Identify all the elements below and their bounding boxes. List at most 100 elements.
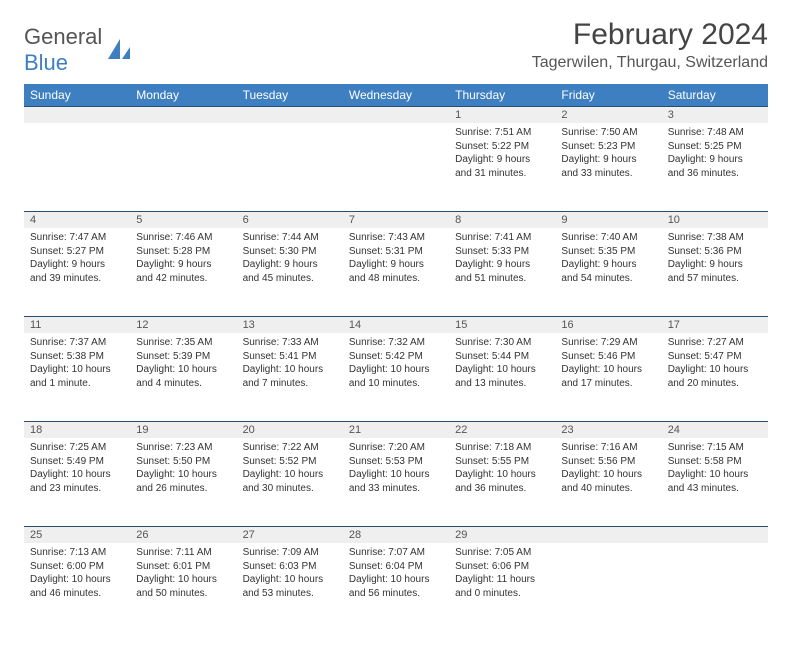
week-row: Sunrise: 7:51 AMSunset: 5:22 PMDaylight:… bbox=[24, 123, 768, 212]
weekday-header: Sunday bbox=[24, 84, 130, 107]
sunset-text: Sunset: 6:06 PM bbox=[455, 560, 549, 574]
day-cell: Sunrise: 7:51 AMSunset: 5:22 PMDaylight:… bbox=[449, 123, 555, 212]
day-cell: Sunrise: 7:11 AMSunset: 6:01 PMDaylight:… bbox=[130, 543, 236, 631]
day-cell: Sunrise: 7:15 AMSunset: 5:58 PMDaylight:… bbox=[662, 438, 768, 527]
daylight-text: Daylight: 10 hours and 56 minutes. bbox=[349, 573, 443, 600]
daylight-text: Daylight: 10 hours and 13 minutes. bbox=[455, 363, 549, 390]
sunset-text: Sunset: 5:44 PM bbox=[455, 350, 549, 364]
sunset-text: Sunset: 6:03 PM bbox=[243, 560, 337, 574]
weekday-header: Friday bbox=[555, 84, 661, 107]
day-cell: Sunrise: 7:22 AMSunset: 5:52 PMDaylight:… bbox=[237, 438, 343, 527]
day-number-cell: 20 bbox=[237, 422, 343, 439]
day-number-cell: 5 bbox=[130, 212, 236, 229]
day-cell: Sunrise: 7:07 AMSunset: 6:04 PMDaylight:… bbox=[343, 543, 449, 631]
weekday-header: Saturday bbox=[662, 84, 768, 107]
sunrise-text: Sunrise: 7:13 AM bbox=[30, 546, 124, 560]
daylight-text: Daylight: 10 hours and 20 minutes. bbox=[668, 363, 762, 390]
daylight-text: Daylight: 10 hours and 30 minutes. bbox=[243, 468, 337, 495]
sunrise-text: Sunrise: 7:32 AM bbox=[349, 336, 443, 350]
daylight-text: Daylight: 9 hours and 57 minutes. bbox=[668, 258, 762, 285]
day-cell: Sunrise: 7:43 AMSunset: 5:31 PMDaylight:… bbox=[343, 228, 449, 317]
sunrise-text: Sunrise: 7:05 AM bbox=[455, 546, 549, 560]
daylight-text: Daylight: 10 hours and 46 minutes. bbox=[30, 573, 124, 600]
daylight-text: Daylight: 10 hours and 26 minutes. bbox=[136, 468, 230, 495]
sunrise-text: Sunrise: 7:46 AM bbox=[136, 231, 230, 245]
daylight-text: Daylight: 9 hours and 42 minutes. bbox=[136, 258, 230, 285]
day-number-cell: 6 bbox=[237, 212, 343, 229]
day-number-cell: 7 bbox=[343, 212, 449, 229]
logo-text-1: General bbox=[24, 24, 102, 49]
logo-text-2: Blue bbox=[24, 50, 68, 75]
sunrise-text: Sunrise: 7:25 AM bbox=[30, 441, 124, 455]
day-number-cell: 10 bbox=[662, 212, 768, 229]
day-cell: Sunrise: 7:44 AMSunset: 5:30 PMDaylight:… bbox=[237, 228, 343, 317]
sunrise-text: Sunrise: 7:29 AM bbox=[561, 336, 655, 350]
week-row: Sunrise: 7:37 AMSunset: 5:38 PMDaylight:… bbox=[24, 333, 768, 422]
sunrise-text: Sunrise: 7:48 AM bbox=[668, 126, 762, 140]
day-number-cell: 12 bbox=[130, 317, 236, 334]
day-number-cell: 15 bbox=[449, 317, 555, 334]
weekday-header: Thursday bbox=[449, 84, 555, 107]
day-number-cell: 23 bbox=[555, 422, 661, 439]
sunrise-text: Sunrise: 7:43 AM bbox=[349, 231, 443, 245]
day-cell: Sunrise: 7:40 AMSunset: 5:35 PMDaylight:… bbox=[555, 228, 661, 317]
day-number-cell: 18 bbox=[24, 422, 130, 439]
sunrise-text: Sunrise: 7:41 AM bbox=[455, 231, 549, 245]
sunrise-text: Sunrise: 7:22 AM bbox=[243, 441, 337, 455]
day-number-cell: 13 bbox=[237, 317, 343, 334]
daylight-text: Daylight: 9 hours and 45 minutes. bbox=[243, 258, 337, 285]
day-number-cell bbox=[24, 107, 130, 124]
day-cell: Sunrise: 7:35 AMSunset: 5:39 PMDaylight:… bbox=[130, 333, 236, 422]
day-number-cell: 29 bbox=[449, 527, 555, 544]
logo-sail-icon bbox=[106, 37, 132, 63]
day-cell: Sunrise: 7:20 AMSunset: 5:53 PMDaylight:… bbox=[343, 438, 449, 527]
day-cell: Sunrise: 7:50 AMSunset: 5:23 PMDaylight:… bbox=[555, 123, 661, 212]
daylight-text: Daylight: 10 hours and 43 minutes. bbox=[668, 468, 762, 495]
day-cell bbox=[130, 123, 236, 212]
week-row: Sunrise: 7:13 AMSunset: 6:00 PMDaylight:… bbox=[24, 543, 768, 631]
sunset-text: Sunset: 5:33 PM bbox=[455, 245, 549, 259]
day-number-cell: 26 bbox=[130, 527, 236, 544]
day-number-cell: 3 bbox=[662, 107, 768, 124]
day-cell: Sunrise: 7:23 AMSunset: 5:50 PMDaylight:… bbox=[130, 438, 236, 527]
day-cell: Sunrise: 7:46 AMSunset: 5:28 PMDaylight:… bbox=[130, 228, 236, 317]
sunrise-text: Sunrise: 7:40 AM bbox=[561, 231, 655, 245]
sunrise-text: Sunrise: 7:35 AM bbox=[136, 336, 230, 350]
daylight-text: Daylight: 10 hours and 10 minutes. bbox=[349, 363, 443, 390]
day-cell: Sunrise: 7:48 AMSunset: 5:25 PMDaylight:… bbox=[662, 123, 768, 212]
day-cell bbox=[24, 123, 130, 212]
sunrise-text: Sunrise: 7:51 AM bbox=[455, 126, 549, 140]
daylight-text: Daylight: 9 hours and 51 minutes. bbox=[455, 258, 549, 285]
day-number-cell: 24 bbox=[662, 422, 768, 439]
sunset-text: Sunset: 5:56 PM bbox=[561, 455, 655, 469]
day-number-row: 18192021222324 bbox=[24, 422, 768, 439]
day-number-row: 2526272829 bbox=[24, 527, 768, 544]
sunrise-text: Sunrise: 7:27 AM bbox=[668, 336, 762, 350]
day-number-row: 123 bbox=[24, 107, 768, 124]
sunset-text: Sunset: 5:49 PM bbox=[30, 455, 124, 469]
day-cell bbox=[343, 123, 449, 212]
day-cell: Sunrise: 7:27 AMSunset: 5:47 PMDaylight:… bbox=[662, 333, 768, 422]
day-cell: Sunrise: 7:32 AMSunset: 5:42 PMDaylight:… bbox=[343, 333, 449, 422]
day-number-cell: 8 bbox=[449, 212, 555, 229]
weekday-header: Wednesday bbox=[343, 84, 449, 107]
logo: General Blue bbox=[24, 18, 132, 76]
week-row: Sunrise: 7:47 AMSunset: 5:27 PMDaylight:… bbox=[24, 228, 768, 317]
sunrise-text: Sunrise: 7:38 AM bbox=[668, 231, 762, 245]
day-number-cell: 17 bbox=[662, 317, 768, 334]
day-number-cell: 28 bbox=[343, 527, 449, 544]
sunset-text: Sunset: 5:38 PM bbox=[30, 350, 124, 364]
sunrise-text: Sunrise: 7:44 AM bbox=[243, 231, 337, 245]
daylight-text: Daylight: 10 hours and 4 minutes. bbox=[136, 363, 230, 390]
day-cell: Sunrise: 7:47 AMSunset: 5:27 PMDaylight:… bbox=[24, 228, 130, 317]
sunset-text: Sunset: 5:23 PM bbox=[561, 140, 655, 154]
day-number-cell: 19 bbox=[130, 422, 236, 439]
day-number-row: 45678910 bbox=[24, 212, 768, 229]
sunrise-text: Sunrise: 7:18 AM bbox=[455, 441, 549, 455]
day-number-cell: 21 bbox=[343, 422, 449, 439]
sunset-text: Sunset: 6:00 PM bbox=[30, 560, 124, 574]
day-cell: Sunrise: 7:30 AMSunset: 5:44 PMDaylight:… bbox=[449, 333, 555, 422]
day-number-cell bbox=[130, 107, 236, 124]
sunset-text: Sunset: 5:22 PM bbox=[455, 140, 549, 154]
sunrise-text: Sunrise: 7:50 AM bbox=[561, 126, 655, 140]
